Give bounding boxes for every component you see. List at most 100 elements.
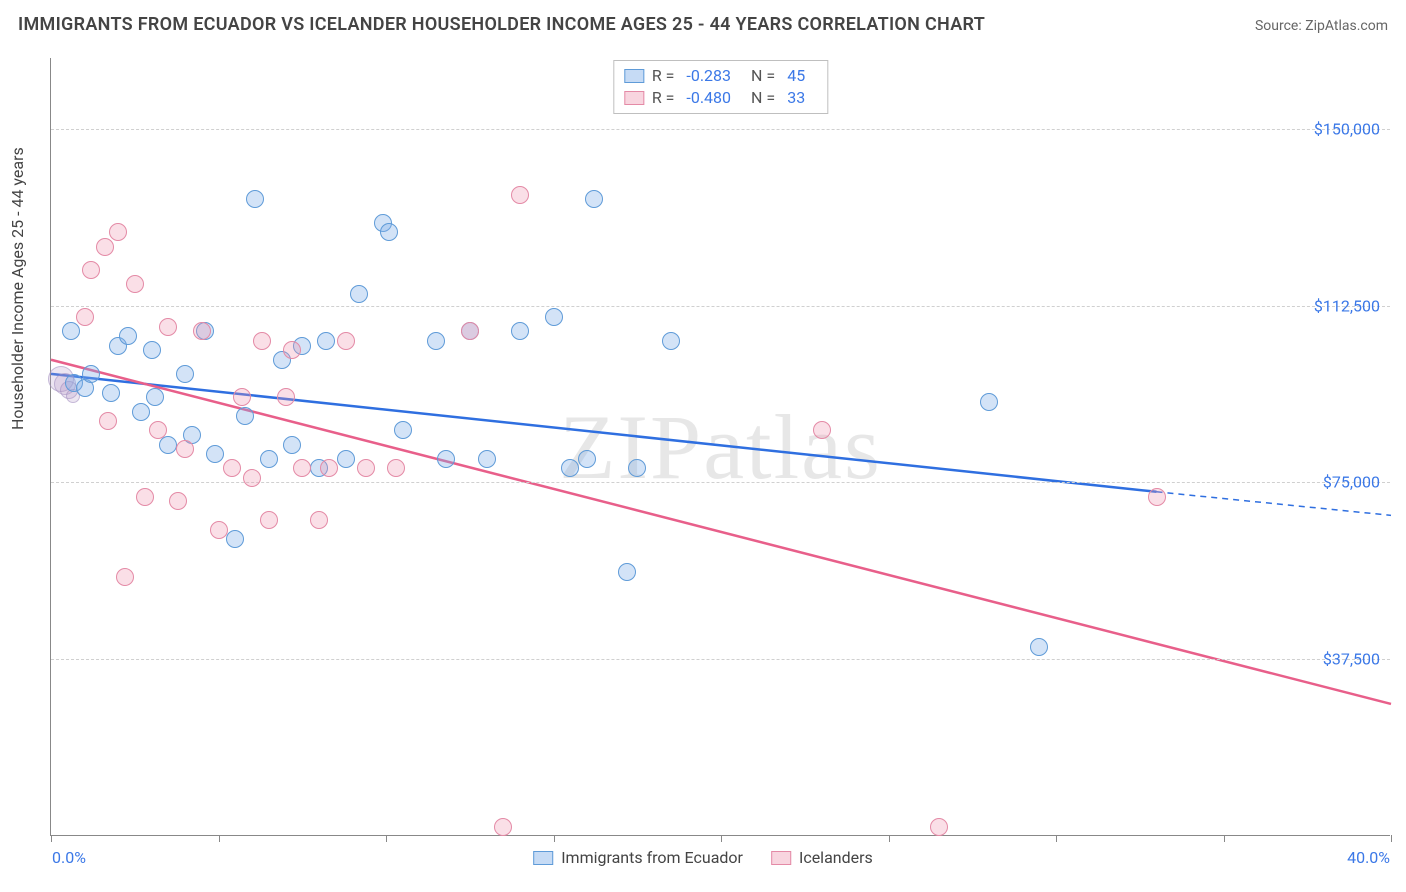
series-legend-label: Immigrants from Ecuador: [561, 848, 743, 867]
legend-swatch: [771, 851, 791, 865]
x-tick: [1056, 835, 1057, 842]
scatter-point-icelanders: [260, 511, 278, 529]
scatter-point-icelanders: [357, 459, 375, 477]
legend-swatch: [624, 91, 644, 105]
scatter-point-ecuador: [980, 393, 998, 411]
x-axis-max-label: 40.0%: [1347, 848, 1390, 867]
legend-r-value: -0.283: [686, 65, 731, 87]
scatter-point-icelanders: [149, 421, 167, 439]
gridline-horizontal: [51, 129, 1390, 130]
x-tick: [554, 835, 555, 842]
scatter-point-icelanders: [387, 459, 405, 477]
scatter-point-ecuador: [545, 308, 563, 326]
y-tick-label: $150,000: [1314, 119, 1380, 138]
legend-n-value: 45: [787, 65, 805, 87]
scatter-point-ecuador: [119, 327, 137, 345]
scatter-point-icelanders: [310, 511, 328, 529]
scatter-point-ecuador: [350, 285, 368, 303]
scatter-point-ecuador: [561, 459, 579, 477]
scatter-point-icelanders: [96, 238, 114, 256]
y-tick-label: $37,500: [1323, 650, 1380, 669]
scatter-point-icelanders: [126, 275, 144, 293]
scatter-point-icelanders: [82, 261, 100, 279]
correlation-legend-row: R =-0.480N =33: [624, 87, 817, 109]
trend-line-extrapolation-ecuador: [1157, 492, 1392, 516]
x-tick: [889, 835, 890, 842]
scatter-point-ecuador: [143, 341, 161, 359]
scatter-point-icelanders: [293, 459, 311, 477]
scatter-point-icelanders: [813, 421, 831, 439]
chart-header: IMMIGRANTS FROM ECUADOR VS ICELANDER HOU…: [18, 14, 1388, 35]
legend-r-label: R =: [652, 65, 675, 87]
scatter-point-icelanders: [320, 459, 338, 477]
y-axis-label: Householder Income Ages 25 - 44 years: [8, 147, 27, 430]
legend-n-label: N =: [751, 87, 775, 109]
scatter-point-ecuador: [82, 365, 100, 383]
scatter-point-ecuador: [260, 450, 278, 468]
y-tick-label: $75,000: [1323, 473, 1380, 492]
correlation-legend-row: R = -0.283 N = 45: [624, 65, 817, 87]
x-tick: [51, 835, 52, 842]
scatter-point-ecuador: [236, 407, 254, 425]
scatter-point-ecuador: [427, 332, 445, 350]
scatter-point-icelanders: [76, 308, 94, 326]
scatter-point-icelanders: [1148, 488, 1166, 506]
scatter-point-ecuador: [511, 322, 529, 340]
scatter-point-ecuador: [206, 445, 224, 463]
series-legend-item: Icelanders: [771, 848, 873, 867]
x-tick: [386, 835, 387, 842]
legend-r-label: R =: [652, 87, 675, 109]
correlation-legend: R =-0.283N =45R =-0.480N =33: [613, 60, 828, 114]
x-tick: [219, 835, 220, 842]
scatter-point-icelanders: [176, 440, 194, 458]
scatter-point-ecuador: [317, 332, 335, 350]
scatter-point-ecuador: [394, 421, 412, 439]
scatter-point-icelanders: [210, 521, 228, 539]
scatter-point-ecuador: [132, 403, 150, 421]
scatter-point-icelanders: [159, 318, 177, 336]
gridline-horizontal: [51, 659, 1390, 660]
scatter-point-ecuador: [478, 450, 496, 468]
scatter-point-icelanders: [511, 186, 529, 204]
scatter-point-icelanders: [109, 223, 127, 241]
series-legend-item: Immigrants from Ecuador: [533, 848, 743, 867]
legend-swatch: [533, 851, 553, 865]
scatter-point-icelanders: [277, 388, 295, 406]
scatter-point-ecuador: [102, 384, 120, 402]
scatter-point-icelanders: [233, 388, 251, 406]
scatter-point-icelanders: [116, 568, 134, 586]
scatter-point-ecuador: [578, 450, 596, 468]
x-tick: [721, 835, 722, 842]
source-attribution: Source: ZipAtlas.com: [1255, 18, 1388, 34]
scatter-point-icelanders: [337, 332, 355, 350]
scatter-point-icelanders: [223, 459, 241, 477]
scatter-point-ecuador: [62, 322, 80, 340]
y-tick-label: $112,500: [1314, 296, 1380, 315]
trend-lines-layer: [51, 58, 1390, 835]
legend-n-value: 33: [787, 87, 805, 109]
scatter-point-icelanders: [283, 341, 301, 359]
scatter-point-icelanders: [253, 332, 271, 350]
scatter-point-icelanders: [930, 818, 948, 836]
scatter-point-ecuador: [1030, 638, 1048, 656]
scatter-point-ecuador: [662, 332, 680, 350]
scatter-point-icelanders: [169, 492, 187, 510]
scatter-point-ecuador: [146, 388, 164, 406]
scatter-point-ecuador: [618, 563, 636, 581]
scatter-point-icelanders: [136, 488, 154, 506]
series-legend-label: Icelanders: [799, 848, 873, 867]
scatter-point-ecuador: [628, 459, 646, 477]
legend-n-label: N =: [751, 65, 775, 87]
scatter-point-ecuador: [283, 436, 301, 454]
scatter-point-icelanders: [193, 322, 211, 340]
scatter-point-icelanders: [494, 818, 512, 836]
scatter-point-icelanders: [99, 412, 117, 430]
series-legend: Immigrants from Ecuador Icelanders: [533, 848, 873, 867]
scatter-point-icelanders: [461, 322, 479, 340]
chart-title: IMMIGRANTS FROM ECUADOR VS ICELANDER HOU…: [18, 14, 985, 35]
x-axis-min-label: 0.0%: [52, 848, 86, 867]
scatter-point-ecuador: [437, 450, 455, 468]
scatter-point-ecuador: [246, 190, 264, 208]
scatter-point-ecuador: [226, 530, 244, 548]
gridline-horizontal: [51, 306, 1390, 307]
